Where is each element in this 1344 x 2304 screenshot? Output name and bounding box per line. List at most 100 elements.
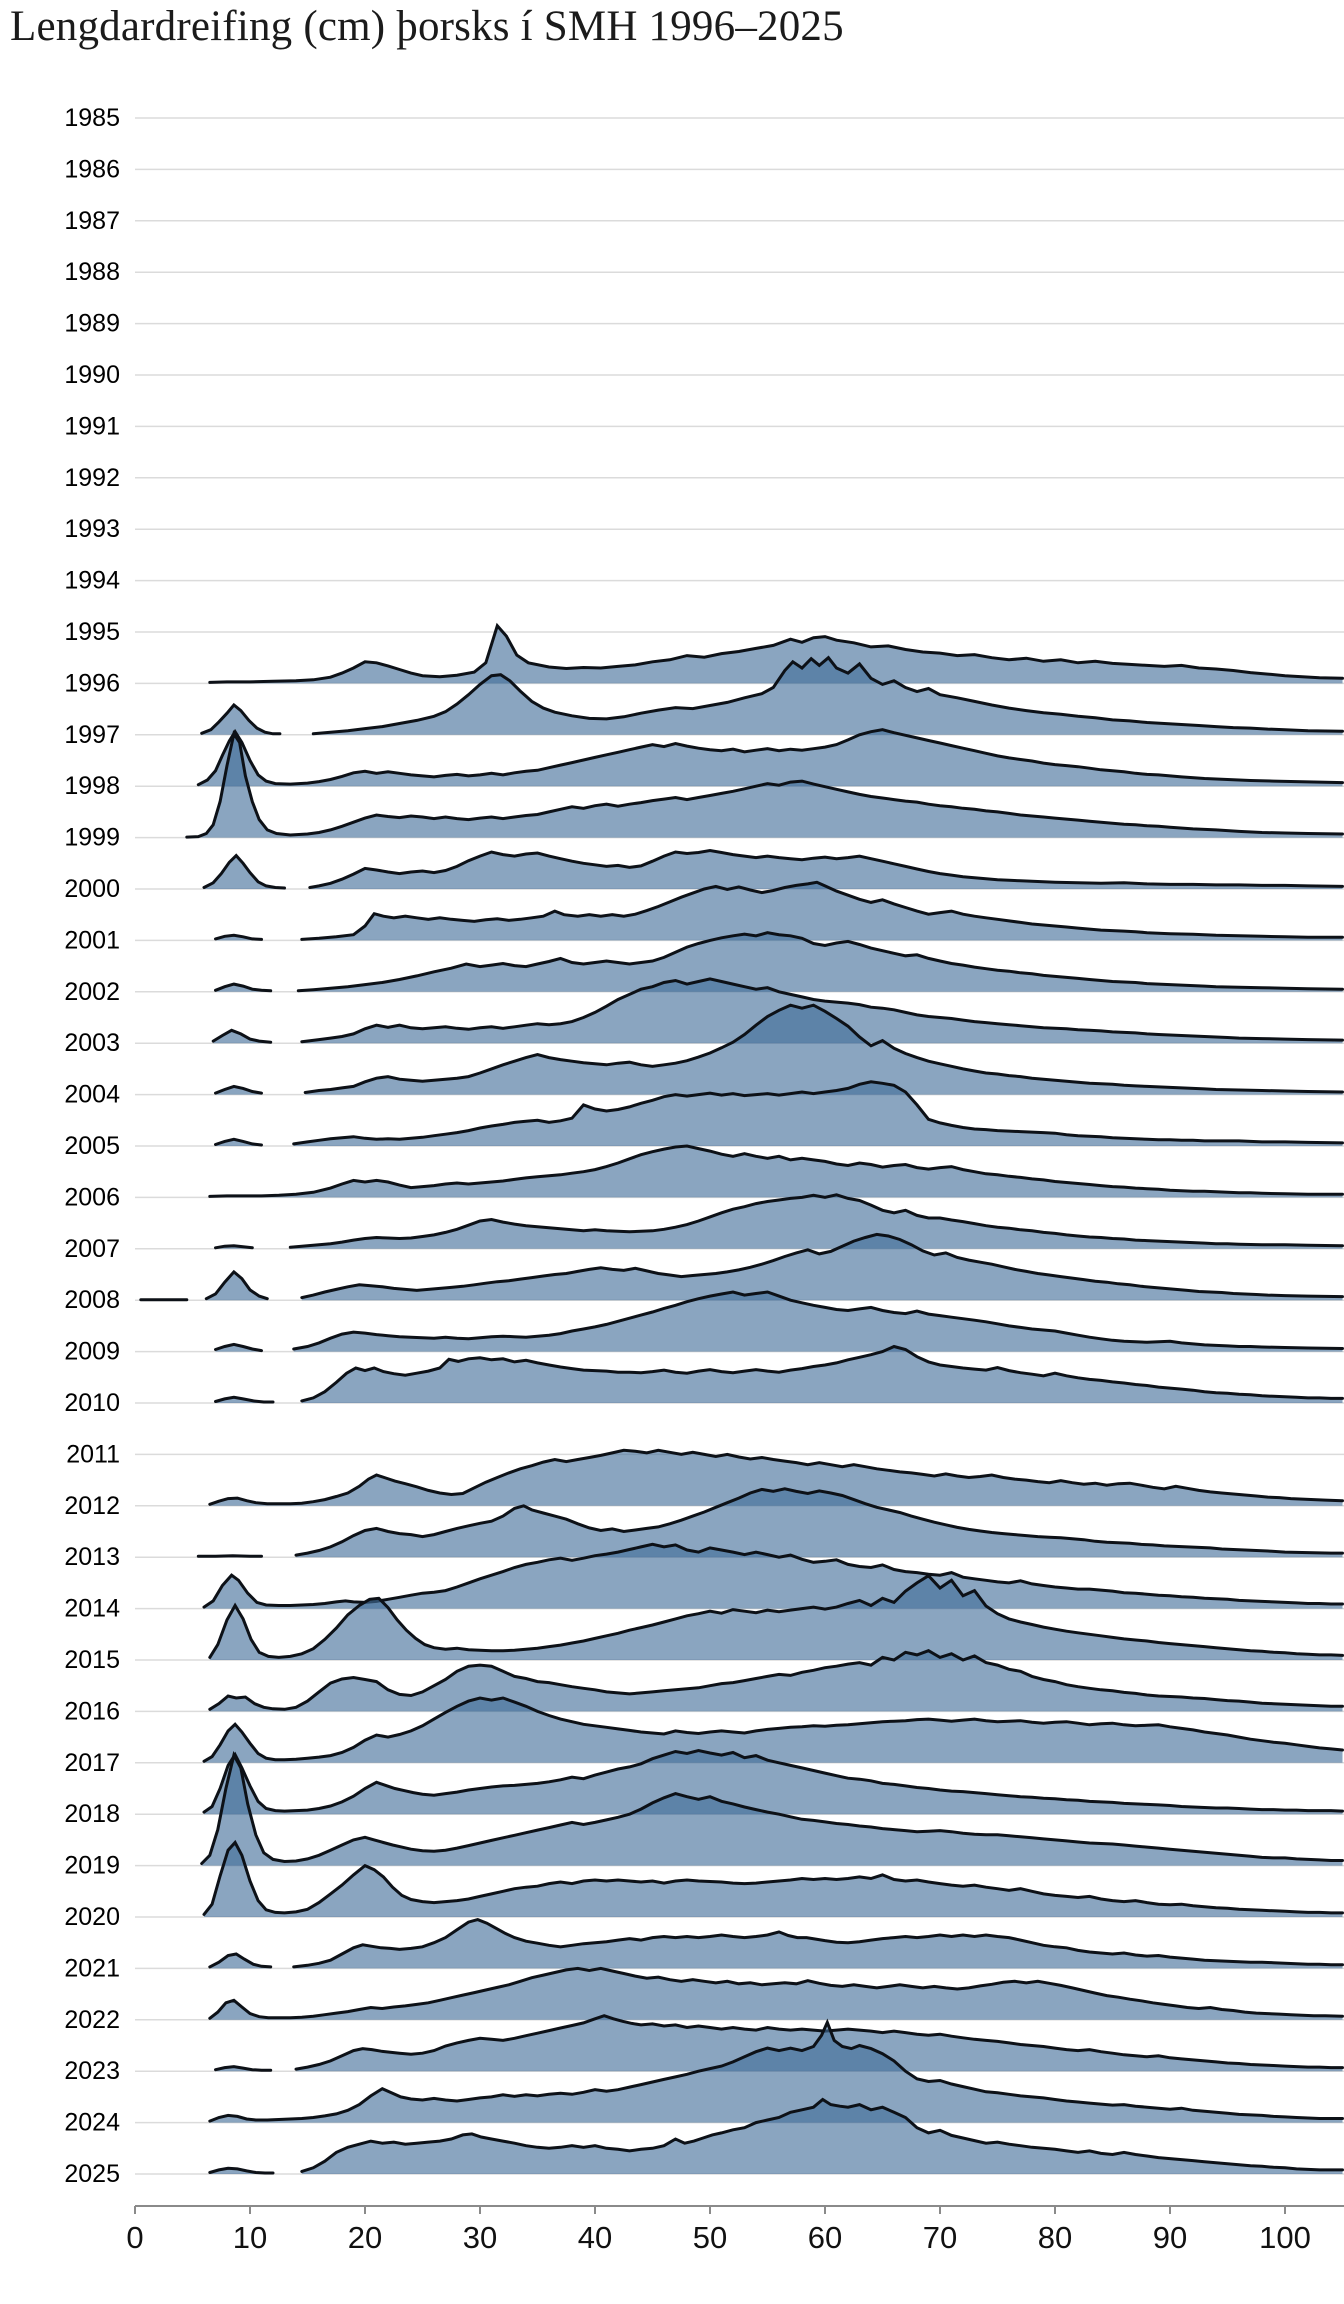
ridge-fill-2004 <box>215 1086 262 1095</box>
ridge-fill-2021 <box>209 1954 271 1969</box>
ridge-outline-2018 <box>202 1748 1344 1814</box>
x-tick-label-30: 30 <box>463 2220 497 2255</box>
year-label-1993: 1993 <box>64 515 120 543</box>
chart-title: Lengdardreifing (cm) þorsks í SMH 1996–2… <box>10 3 844 50</box>
year-label-2004: 2004 <box>64 1081 120 1109</box>
ridge-fill-2000-1 <box>309 850 1343 889</box>
ridge-outline-2010 <box>214 1395 275 1404</box>
ridge-outline-2001-1 <box>300 880 1344 941</box>
ridge-outline-2004 <box>214 1084 263 1095</box>
year-label-2013: 2013 <box>64 1543 120 1571</box>
year-label-1992: 1992 <box>64 464 120 492</box>
year-label-2024: 2024 <box>64 2109 120 2137</box>
ridge-outline-2002 <box>214 982 273 993</box>
ridge-outline-2013 <box>196 1554 263 1558</box>
year-label-2023: 2023 <box>64 2057 120 2085</box>
ridge-outline-2007-1 <box>288 1193 1344 1249</box>
year-label-1994: 1994 <box>64 567 120 595</box>
ridge-fill-2000 <box>204 855 285 889</box>
ridge-fill-2016 <box>209 1650 1343 1712</box>
ridge-fill-2022 <box>209 1968 1343 2020</box>
year-label-1996: 1996 <box>64 669 120 697</box>
year-label-1986: 1986 <box>64 155 120 183</box>
ridge-outline-2005-1 <box>292 1080 1344 1146</box>
year-label-1985: 1985 <box>64 104 120 132</box>
ridge-outline-2000 <box>202 853 286 890</box>
ridge-outline-1999 <box>185 729 1344 839</box>
year-label-1988: 1988 <box>64 258 120 286</box>
year-label-2008: 2008 <box>64 1286 120 1314</box>
ridge-outline-2010-1 <box>300 1344 1344 1403</box>
year-label-2014: 2014 <box>64 1595 120 1623</box>
ridge-outline-2008-2 <box>300 1232 1344 1300</box>
x-tick-label-60: 60 <box>808 2220 842 2255</box>
year-label-2001: 2001 <box>64 926 120 954</box>
ridge-fill-1996 <box>209 625 1343 684</box>
x-tick-label-10: 10 <box>233 2220 267 2255</box>
ridge-fill-2014 <box>204 1544 1343 1609</box>
year-label-2021: 2021 <box>64 1954 120 1982</box>
ridge-outline-2009 <box>214 1342 263 1353</box>
ridge-fill-2015 <box>209 1575 1343 1660</box>
ridge-outline-2021-1 <box>292 1918 1344 1969</box>
ridge-outline-2007 <box>214 1244 254 1250</box>
ridge-fill-2006 <box>209 1146 1343 1198</box>
year-label-1995: 1995 <box>64 618 120 646</box>
x-tick-label-100: 100 <box>1259 2220 1311 2255</box>
ridge-fill-2008-1 <box>206 1271 268 1301</box>
ridge-fill-2018 <box>204 1750 1343 1815</box>
x-tick-label-80: 80 <box>1038 2220 1072 2255</box>
year-label-1991: 1991 <box>64 412 120 440</box>
x-tick-label-50: 50 <box>693 2220 727 2255</box>
year-label-1997: 1997 <box>64 721 120 749</box>
ridge-outline-2021 <box>208 1952 273 1969</box>
ridge-outline-2008-1 <box>204 1269 269 1301</box>
year-label-2019: 2019 <box>64 1852 120 1880</box>
ridge-fill-2012 <box>209 1450 1343 1506</box>
ridge-outline-1997-1 <box>311 655 1344 736</box>
year-label-2022: 2022 <box>64 2006 120 2034</box>
ridge-fill-2002-1 <box>298 932 1343 992</box>
ridge-outline-2024 <box>208 2018 1344 2123</box>
x-tick-label-0: 0 <box>126 2220 143 2255</box>
ridge-outline-2023 <box>214 2065 273 2072</box>
year-label-2010: 2010 <box>64 1389 120 1417</box>
x-tick-label-90: 90 <box>1153 2220 1187 2255</box>
ridge-fill-2008-2 <box>301 1234 1343 1301</box>
ridge-outline-1997 <box>200 702 282 736</box>
ridge-outline-2025 <box>208 2166 275 2175</box>
year-label-2002: 2002 <box>64 978 120 1006</box>
ridge-fill-1998 <box>198 729 1343 787</box>
ridge-outline-2017 <box>202 1696 1344 1763</box>
year-label-2005: 2005 <box>64 1132 120 1160</box>
year-label-2007: 2007 <box>64 1235 120 1263</box>
ridge-fill-2020 <box>204 1842 1343 1917</box>
ridge-outline-2015 <box>208 1573 1344 1659</box>
year-label-2015: 2015 <box>64 1646 120 1674</box>
ridge-fill-2004-1 <box>305 1005 1343 1095</box>
ridge-outline-2019 <box>200 1750 1344 1865</box>
ridge-outline-2022 <box>208 1966 1344 2020</box>
year-label-1998: 1998 <box>64 772 120 800</box>
ridge-outline-2000-1 <box>308 848 1344 889</box>
year-label-2003: 2003 <box>64 1029 120 1057</box>
ridge-outline-2006 <box>208 1144 1344 1198</box>
ridge-outline-2005 <box>214 1137 263 1147</box>
ridge-fill-2025-1 <box>301 2099 1343 2174</box>
ridge-outline-1996 <box>208 622 1344 684</box>
x-tick-label-40: 40 <box>578 2220 612 2255</box>
ridge-outline-2025-1 <box>300 2097 1344 2173</box>
ridge-outline-2003-1 <box>300 977 1344 1044</box>
ridge-outline-2013-1 <box>294 1487 1344 1557</box>
ridge-fill-2005-1 <box>293 1081 1343 1146</box>
ridge-outline-2016 <box>208 1649 1344 1711</box>
year-label-1989: 1989 <box>64 310 120 338</box>
ridge-outline-2004-1 <box>303 1003 1344 1094</box>
ridge-fill-2021-1 <box>293 1919 1343 1969</box>
year-label-1987: 1987 <box>64 207 120 235</box>
ridge-outline-2001 <box>214 933 263 941</box>
ridge-outline-2009-1 <box>292 1290 1344 1351</box>
year-label-1990: 1990 <box>64 361 120 389</box>
ridge-outline-1998 <box>196 728 1344 787</box>
